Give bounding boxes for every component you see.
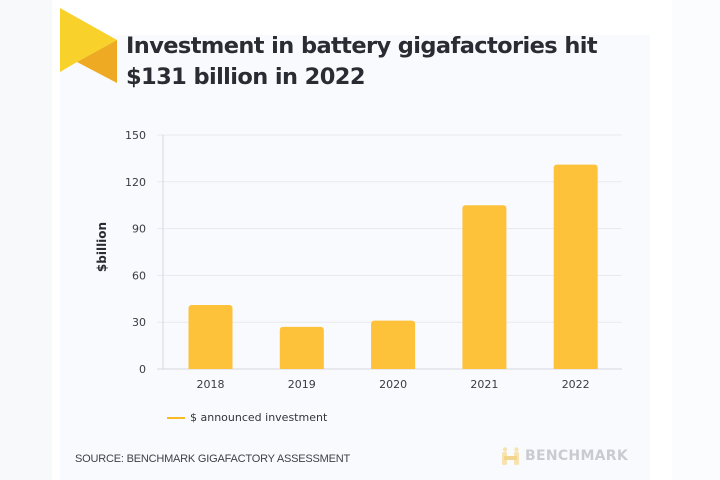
bar-base-2020	[371, 365, 416, 369]
chart-card	[60, 35, 650, 480]
page-margin-left	[0, 0, 52, 480]
legend: $ announced investment	[167, 411, 327, 424]
page-margin-right	[672, 0, 720, 480]
y-tick-label: 60	[132, 269, 146, 282]
chart-title-line2: $131 billion in 2022	[126, 64, 366, 90]
y-tick-label: 30	[132, 316, 146, 329]
bar-base-2019	[279, 365, 324, 369]
legend-label: $ announced investment	[190, 411, 328, 424]
triangle-flag-icon	[60, 8, 117, 83]
y-tick-labels: 0 30 60 90 120 150	[125, 129, 146, 376]
benchmark-logo-icon	[502, 447, 519, 465]
y-tick-label: 0	[139, 363, 146, 376]
bar-2020	[371, 320, 416, 369]
chart-title: Investment in battery gigafactories hit …	[126, 31, 646, 93]
x-tick-label: 2022	[562, 378, 590, 391]
logo-light-shape	[60, 8, 117, 72]
logo-dark-shape	[77, 40, 117, 83]
bar-base-2018	[188, 365, 233, 369]
bar-2019	[279, 326, 324, 369]
x-tick-label: 2018	[197, 378, 225, 391]
x-tick-label: 2020	[379, 378, 407, 391]
bar-2021	[462, 205, 507, 369]
brand-name: BENCHMARK	[525, 448, 629, 464]
legend-swatch	[167, 416, 185, 419]
bar-2018	[188, 305, 233, 369]
brand-logo: BENCHMARK	[500, 447, 628, 465]
bars	[188, 164, 598, 369]
x-tick-label: 2019	[288, 378, 316, 391]
y-tick-label: 90	[132, 223, 146, 236]
y-tick-label: 150	[125, 129, 146, 142]
bar-base-2021	[462, 365, 507, 369]
source-note: SOURCE: BENCHMARK GIGAFACTORY ASSESSMENT	[75, 453, 351, 465]
bar-2022	[553, 164, 598, 369]
chart-title-line1: Investment in battery gigafactories hit	[126, 33, 598, 59]
y-tick-label: 120	[125, 176, 146, 189]
x-tick-labels: 2018 2019 2020 2021 2022	[197, 378, 590, 391]
x-tick-label: 2021	[470, 378, 498, 391]
bar-base-2022	[553, 365, 598, 369]
